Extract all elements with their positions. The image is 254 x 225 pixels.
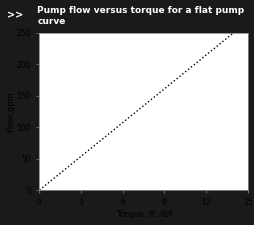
Text: Pump flow versus torque for a flat pump
curve: Pump flow versus torque for a flat pump … bbox=[37, 6, 244, 26]
Text: >>: >> bbox=[7, 11, 23, 21]
Y-axis label: Flow,gpm: Flow,gpm bbox=[6, 91, 15, 132]
X-axis label: Torque, ft.-lbf: Torque, ft.-lbf bbox=[116, 210, 171, 219]
